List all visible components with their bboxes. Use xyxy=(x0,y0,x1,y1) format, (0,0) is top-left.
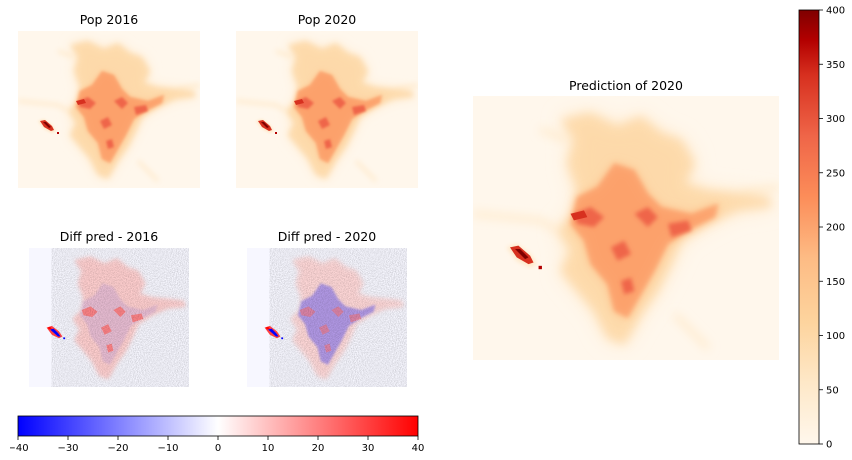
difference-colorbar-tick-label: 10 xyxy=(262,443,275,454)
pop-2016-panel: Pop 2016 xyxy=(18,12,200,188)
prediction-title: Prediction of 2020 xyxy=(569,78,683,93)
pop-map-shape xyxy=(236,31,418,188)
difference-colorbar-tick-label: 20 xyxy=(312,443,325,454)
diff-2016-title: Diff pred - 2016 xyxy=(59,229,159,244)
difference-colorbar-svg: −40 −30 −20 −10 0 10 20 30 40 xyxy=(7,415,425,454)
difference-colorbar-tick-label: −30 xyxy=(57,443,78,454)
prediction-panel: Prediction of 2020 xyxy=(473,78,779,360)
pop-2020-map xyxy=(236,31,418,188)
population-colorbar-tick-label: 100 xyxy=(826,331,845,342)
diff-2020-title: Diff pred - 2020 xyxy=(277,229,377,244)
population-colorbar-tick-label: 350 xyxy=(826,60,845,71)
difference-colorbar-tick-label: −10 xyxy=(157,443,178,454)
pop-map-shape xyxy=(473,96,779,360)
diff-map-shape xyxy=(247,248,407,387)
diff-2016-map xyxy=(29,248,189,387)
pop-map-shape xyxy=(18,31,200,188)
population-colorbar-tick-label: 50 xyxy=(826,385,839,396)
difference-colorbar: −40 −30 −20 −10 0 10 20 30 40 xyxy=(7,414,430,454)
difference-colorbar-tick-label: −20 xyxy=(107,443,128,454)
difference-colorbar-tick-label: 40 xyxy=(412,443,425,454)
pop-2020-panel: Pop 2020 xyxy=(236,12,418,188)
diff-2020-panel: Diff pred - 2020 xyxy=(247,229,407,387)
population-colorbar-tick-label: 0 xyxy=(826,440,832,451)
population-colorbar: 0 50 100 150 200 250 300 350 400 xyxy=(796,6,852,452)
population-colorbar-gradient xyxy=(798,9,820,445)
population-colorbar-tick-label: 400 xyxy=(826,6,845,17)
difference-colorbar-gradient xyxy=(17,415,419,437)
difference-colorbar-tick-label: −40 xyxy=(10,443,29,454)
diff-map-shape xyxy=(29,248,189,387)
population-colorbar-tick-label: 250 xyxy=(826,168,845,179)
pop-2016-title: Pop 2016 xyxy=(79,12,139,27)
population-colorbar-svg: 0 50 100 150 200 250 300 350 400 xyxy=(798,6,845,451)
population-colorbar-tick-label: 150 xyxy=(826,277,845,288)
difference-colorbar-tick-label: 30 xyxy=(362,443,375,454)
diff-2016-panel: Diff pred - 2016 xyxy=(29,229,189,387)
diff-2020-map xyxy=(247,248,407,387)
population-colorbar-tick-label: 200 xyxy=(826,223,845,234)
difference-colorbar-tick-label: 0 xyxy=(215,443,221,454)
population-colorbar-tick-label: 300 xyxy=(826,114,845,125)
pop-2020-title: Pop 2020 xyxy=(297,12,357,27)
pop-2016-map xyxy=(18,31,200,188)
prediction-map xyxy=(473,96,779,360)
